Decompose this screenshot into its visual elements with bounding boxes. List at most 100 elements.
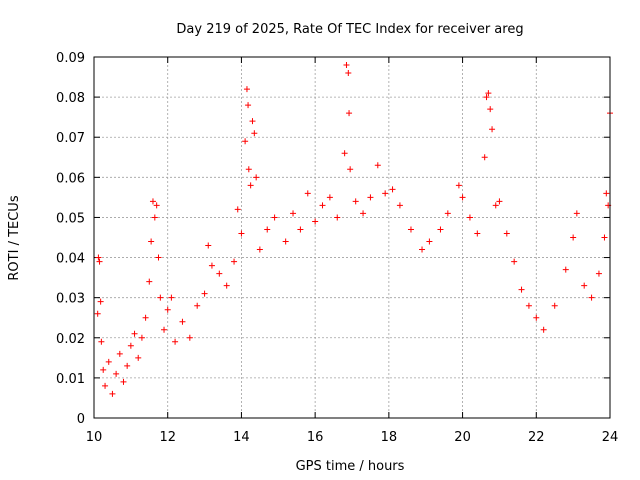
x-tick-label: 10 <box>86 430 103 445</box>
data-point <box>172 338 179 345</box>
data-point <box>179 318 186 325</box>
data-point <box>346 110 353 117</box>
data-point <box>249 118 256 125</box>
data-point <box>256 246 263 253</box>
data-point <box>146 278 153 285</box>
data-point <box>208 262 215 269</box>
x-tick-label: 14 <box>233 430 250 445</box>
data-point <box>407 226 414 233</box>
data-point <box>153 202 160 209</box>
y-tick-label: 0.08 <box>56 91 85 106</box>
data-point <box>341 150 348 157</box>
data-point <box>581 282 588 289</box>
data-point <box>94 310 101 317</box>
data-point <box>109 390 116 397</box>
data-point <box>245 166 252 173</box>
data-point <box>116 350 123 357</box>
data-point <box>264 226 271 233</box>
data-point <box>135 354 142 361</box>
data-point <box>98 338 105 345</box>
x-tick-label: 20 <box>454 430 471 445</box>
data-point <box>343 62 350 69</box>
data-point <box>205 242 212 249</box>
data-point <box>389 186 396 193</box>
data-point <box>540 326 547 333</box>
data-point <box>444 210 451 217</box>
data-point <box>131 330 138 337</box>
plot-frame <box>93 56 611 419</box>
data-points <box>94 62 613 397</box>
data-point <box>142 314 149 321</box>
data-point <box>148 238 155 245</box>
data-point <box>573 210 580 217</box>
data-point <box>234 206 241 213</box>
data-point <box>382 190 389 197</box>
x-tick-label: 18 <box>381 430 398 445</box>
data-point <box>282 238 289 245</box>
data-point <box>367 194 374 201</box>
data-point <box>511 258 518 265</box>
data-point <box>297 226 304 233</box>
data-point <box>251 130 258 137</box>
data-point <box>138 334 145 341</box>
data-point <box>562 266 569 273</box>
data-point <box>194 302 201 309</box>
data-point <box>459 194 466 201</box>
data-point <box>551 302 558 309</box>
data-point <box>595 270 602 277</box>
data-point <box>601 234 608 241</box>
data-point <box>466 214 473 221</box>
data-point <box>151 214 158 221</box>
y-tick-label: 0.03 <box>56 292 85 307</box>
chart-title: Day 219 of 2025, Rate Of TEC Index for r… <box>176 22 523 37</box>
data-point <box>105 358 112 365</box>
data-point <box>247 182 254 189</box>
data-point <box>243 86 250 93</box>
data-point <box>487 106 494 113</box>
data-point <box>483 94 490 101</box>
x-tick-label: 12 <box>159 430 176 445</box>
data-point <box>525 302 532 309</box>
data-point <box>319 202 326 209</box>
data-point <box>481 154 488 161</box>
data-point <box>102 382 109 389</box>
data-point <box>603 190 610 197</box>
data-point <box>96 258 103 265</box>
y-tick-label: 0.07 <box>56 131 85 146</box>
data-point <box>312 218 319 225</box>
data-point <box>485 90 492 97</box>
data-point <box>97 298 104 305</box>
data-point <box>396 202 403 209</box>
data-point <box>216 270 223 277</box>
data-point <box>347 166 354 173</box>
data-point <box>334 214 341 221</box>
data-point <box>113 370 120 377</box>
data-point <box>120 378 127 385</box>
data-point <box>168 294 175 301</box>
data-point <box>253 174 260 181</box>
y-axis-title: ROTI / TECUs <box>7 195 22 280</box>
x-axis-title: GPS time / hours <box>296 459 405 474</box>
x-tick-label: 24 <box>602 430 619 445</box>
data-point <box>503 230 510 237</box>
data-point <box>124 362 131 369</box>
data-point <box>352 198 359 205</box>
data-point <box>588 294 595 301</box>
data-point <box>231 258 238 265</box>
data-point <box>374 162 381 169</box>
y-tick-label: 0.09 <box>56 51 85 66</box>
data-point <box>533 314 540 321</box>
data-point <box>161 326 168 333</box>
data-point <box>186 334 193 341</box>
data-point <box>360 210 367 217</box>
data-point <box>437 226 444 233</box>
data-point <box>100 366 107 373</box>
data-point <box>201 290 208 297</box>
data-point <box>223 282 230 289</box>
y-tick-label: 0.06 <box>56 171 85 186</box>
y-tick-label: 0.04 <box>56 252 85 267</box>
data-point <box>419 246 426 253</box>
data-point <box>326 194 333 201</box>
x-tick-label: 16 <box>307 430 324 445</box>
